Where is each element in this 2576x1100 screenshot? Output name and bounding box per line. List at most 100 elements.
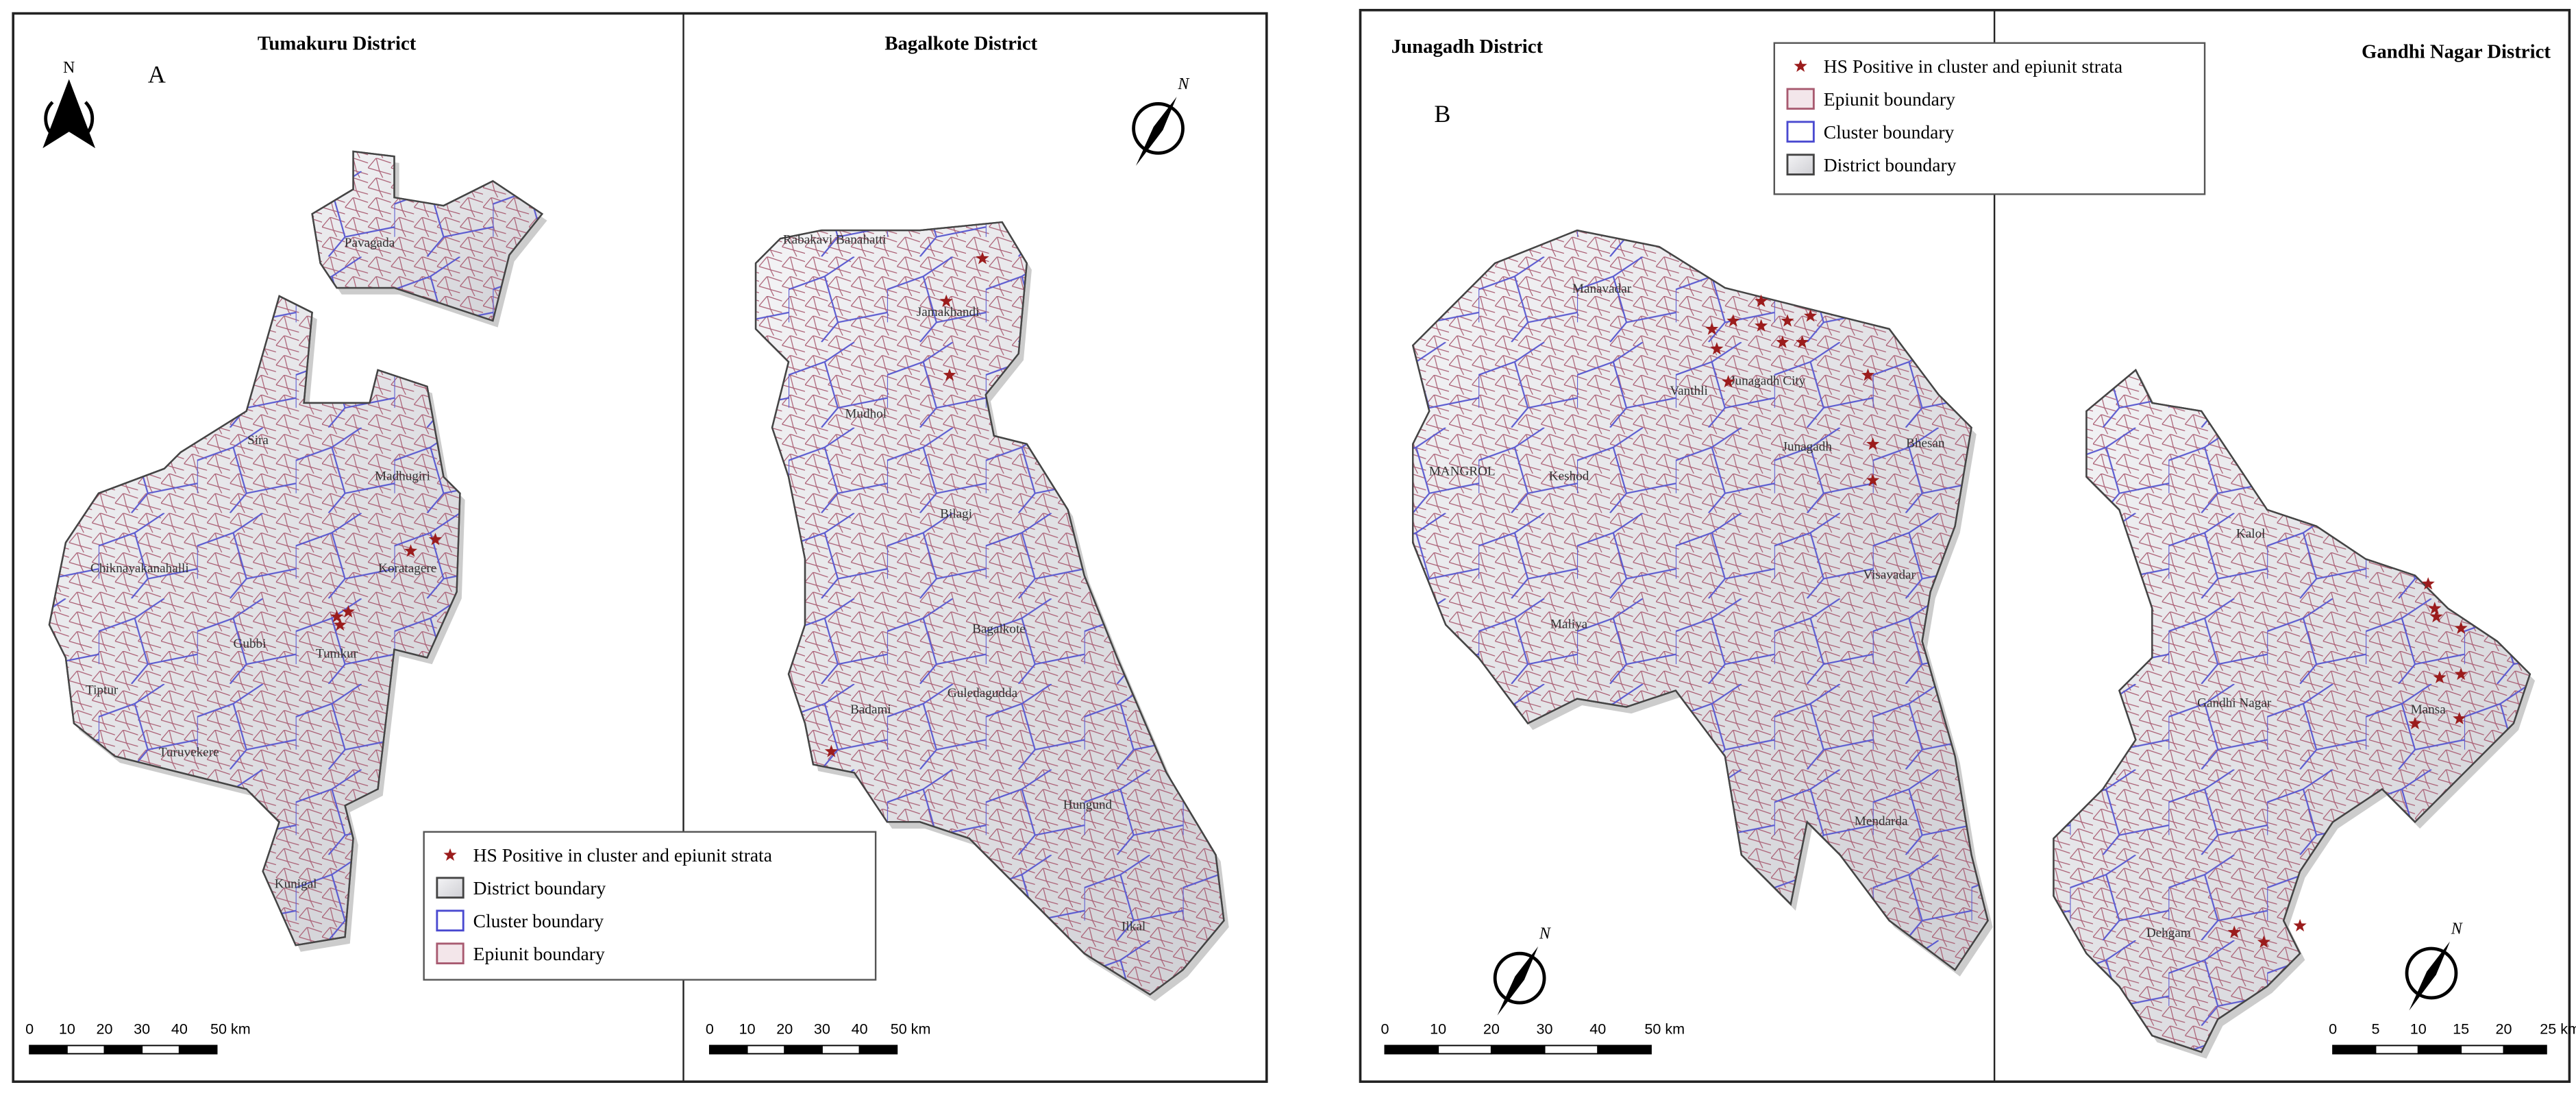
scale-segment <box>1437 1044 1492 1055</box>
scale-label: 15 <box>2453 1020 2469 1038</box>
scale-segment <box>2332 1044 2377 1055</box>
cluster-boundaries <box>754 221 1225 996</box>
scale-segment <box>858 1044 898 1055</box>
legend-label: Cluster boundary <box>473 910 604 931</box>
north-needle <box>1135 97 1177 166</box>
legend-swatch <box>436 877 465 899</box>
legend-label: HS Positive in cluster and epiunit strat… <box>1824 56 2122 77</box>
place-label: Dehgam <box>2146 926 2191 940</box>
scale-segment <box>178 1044 218 1055</box>
scale-segment <box>784 1044 823 1055</box>
panel-label: B <box>1434 100 1450 127</box>
scale-segment <box>1544 1044 1599 1055</box>
scale-segment <box>29 1044 68 1055</box>
place-label: Mudhol <box>845 406 887 421</box>
place-label: Mendarda <box>1855 814 1908 829</box>
scale-label: 25 km <box>2540 1020 2576 1038</box>
scale-label: 20 <box>1483 1020 1500 1038</box>
north-arrow: N <box>1132 75 1190 166</box>
north-arrow: N <box>1493 925 1552 1016</box>
scale-segment <box>2503 1044 2547 1055</box>
place-label: Kalol <box>2236 527 2266 541</box>
scale-segment <box>141 1044 180 1055</box>
scale-segment <box>708 1044 748 1055</box>
legend-swatch <box>436 909 465 932</box>
scale-segment <box>746 1044 786 1055</box>
place-label: Bagalkote <box>972 622 1026 637</box>
place-label: MANGROL <box>1429 464 1496 478</box>
scale-label: 50 km <box>1644 1020 1685 1038</box>
place-label: Bilagi <box>940 507 972 522</box>
place-label: Keshod <box>1549 469 1589 484</box>
scale-segment <box>1384 1044 1439 1055</box>
scale-label: 50 km <box>210 1020 251 1038</box>
scale-label: 50 km <box>891 1020 931 1038</box>
scale-label: 0 <box>1380 1020 1389 1038</box>
place-label: Tumkur <box>316 647 358 661</box>
scale-label: 0 <box>2329 1020 2337 1038</box>
place-label: Maliya <box>1550 617 1588 631</box>
map-title: Gandhi Nagar District <box>2362 40 2551 62</box>
north-label: N <box>1177 75 1190 93</box>
scale-segment <box>1597 1044 1652 1055</box>
scale-segment <box>821 1044 860 1055</box>
place-label: Badami <box>850 702 891 717</box>
scale-label: 0 <box>25 1020 34 1038</box>
legend-swatch <box>1786 154 1815 176</box>
scale-segment <box>2417 1044 2462 1055</box>
cluster-boundaries <box>48 295 461 946</box>
scale-segment <box>66 1044 106 1055</box>
scale-label: 40 <box>171 1020 188 1038</box>
place-label: Gubbi <box>234 637 267 651</box>
legend-swatch <box>1786 121 1815 143</box>
scale-label: 20 <box>97 1020 113 1038</box>
legend-label: Epiunit boundary <box>473 943 605 964</box>
place-label: Mansa <box>2411 702 2447 717</box>
legend-label: Epiunit boundary <box>1824 88 1955 110</box>
legend-swatch <box>436 942 465 965</box>
place-label: Bhesan <box>1906 437 1945 451</box>
place-label: Manavadar <box>1572 282 1632 296</box>
scale-segment <box>103 1044 143 1055</box>
north-needle <box>1497 946 1539 1016</box>
scale-label: 40 <box>852 1020 868 1038</box>
legend-box <box>1773 42 2206 195</box>
scale-label: 30 <box>134 1020 150 1038</box>
scale-segment <box>2375 1044 2419 1055</box>
legend-label: District boundary <box>1824 154 1957 175</box>
place-label: Chiknayakanahalli <box>90 561 189 576</box>
place-label: Pavagada <box>345 236 395 250</box>
north-label: N <box>2451 920 2464 938</box>
map-title: Tumakuru District <box>258 32 417 54</box>
north-label: N <box>63 59 75 77</box>
scale-label: 20 <box>2495 1020 2512 1038</box>
north-needle <box>42 79 96 149</box>
scale-label: 0 <box>706 1020 714 1038</box>
cluster-boundaries <box>2053 369 2531 1053</box>
place-label: Tiptur <box>86 683 119 697</box>
place-label: Junagadh <box>1783 439 1833 454</box>
panel-label: A <box>148 60 166 88</box>
place-label: Kunigal <box>275 877 317 891</box>
legend-swatch <box>1786 88 1815 110</box>
north-arrow: N <box>2405 920 2464 1011</box>
cluster-boundaries <box>1411 229 1989 971</box>
scale-label: 10 <box>2410 1020 2427 1038</box>
scale-label: 30 <box>1537 1020 1553 1038</box>
map-title: Junagadh District <box>1391 36 1544 58</box>
place-label: Sira <box>247 433 269 448</box>
place-label: Junagadh City <box>1730 374 1806 389</box>
north-label: N <box>1539 925 1552 943</box>
scale-segment <box>2460 1044 2505 1055</box>
north-arrow: N <box>42 59 96 149</box>
scale-label: 10 <box>1430 1020 1446 1038</box>
cluster-boundaries <box>311 150 544 322</box>
place-label: Vanthli <box>1670 384 1707 398</box>
place-label: Koratagere <box>378 561 436 576</box>
place-label: Ilkal <box>1122 920 1145 934</box>
legend-label: District boundary <box>473 877 606 899</box>
legend-box <box>423 831 877 981</box>
place-label: Rabakavi Banahatti <box>783 232 887 247</box>
